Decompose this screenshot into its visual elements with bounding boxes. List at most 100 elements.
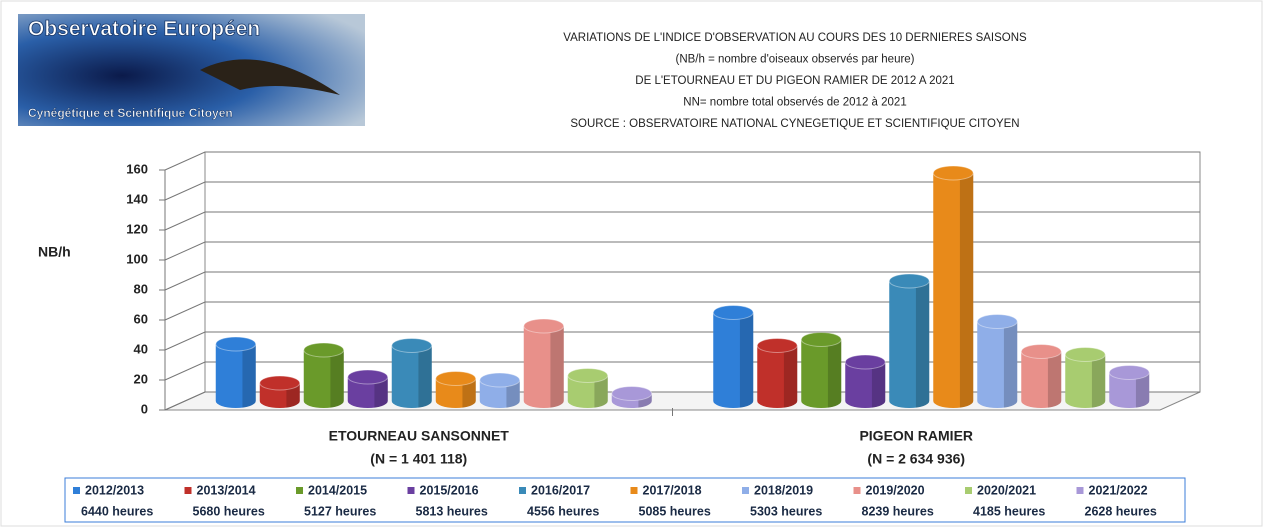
bar <box>479 372 521 409</box>
category-note: (N = 2 634 936) <box>867 451 965 467</box>
y-tick-label: 160 <box>126 161 148 176</box>
y-tick-label: 80 <box>134 281 148 296</box>
bar-shade <box>915 281 930 408</box>
bar <box>611 386 653 409</box>
legend-label: 2018/2019 <box>754 483 813 497</box>
legend-label: 2019/2020 <box>866 483 925 497</box>
bar-shade <box>1003 321 1018 408</box>
bar <box>1108 365 1150 409</box>
legend-hours: 4185 heures <box>973 504 1045 518</box>
legend-swatch <box>742 487 749 494</box>
bar-top <box>800 332 842 347</box>
y-axis-label: NB/h <box>38 244 71 260</box>
legend-hours: 5813 heures <box>416 504 488 518</box>
legend-hours: 8239 heures <box>862 504 934 518</box>
legend-label: 2014/2015 <box>308 483 367 497</box>
bar-top <box>391 338 433 353</box>
bar-shade <box>374 377 388 408</box>
bar-top <box>303 342 345 358</box>
bar-body <box>347 377 388 409</box>
y-tick-label: 0 <box>141 401 148 416</box>
legend-swatch <box>407 487 415 494</box>
legend-label: 2013/2014 <box>197 483 256 497</box>
y-tick-label: 100 <box>126 251 148 266</box>
bar <box>259 375 301 409</box>
legend-hours: 5127 heures <box>304 504 376 518</box>
legend-swatch <box>296 487 303 494</box>
chart-title: NN= nombre total observés de 2012 à 2021 <box>683 97 906 109</box>
category-label: PIGEON RAMIER <box>859 428 973 444</box>
bar-shade <box>871 362 886 408</box>
bar-top <box>756 338 798 353</box>
grid-line <box>164 181 1200 201</box>
bar <box>215 336 257 409</box>
bar-shade <box>418 345 432 408</box>
bar-shade <box>330 350 344 408</box>
bar <box>712 305 754 409</box>
bar <box>435 371 477 409</box>
logo-title: Observatoire Européen <box>28 18 260 41</box>
y-tick-label: 120 <box>126 221 148 236</box>
chart-title: VARIATIONS DE L'INDICE D'OBSERVATION AU … <box>563 32 1027 44</box>
grid-line <box>164 211 1200 231</box>
bar-body <box>523 326 564 409</box>
grid-line <box>164 151 1200 171</box>
bar-body <box>1021 351 1062 409</box>
legend-box <box>64 477 1186 523</box>
bar-body <box>713 312 754 409</box>
legend-label: 2021/2022 <box>1089 483 1148 497</box>
chart-title: DE L'ETOURNEAU ET DU PIGEON RAMIER DE 20… <box>635 75 954 87</box>
bar-body <box>1109 372 1150 409</box>
bar-body <box>801 339 842 409</box>
bar <box>567 368 609 409</box>
legend-label: 2020/2021 <box>977 483 1036 497</box>
bar-top <box>523 318 565 334</box>
bar-top <box>1064 347 1106 362</box>
legend-swatch <box>853 487 861 494</box>
legend-hours: 5085 heures <box>639 504 711 518</box>
bar-top <box>844 354 886 370</box>
grid-line <box>164 271 1200 291</box>
bar <box>1064 347 1106 409</box>
bar-body <box>933 173 974 409</box>
bar-body <box>977 321 1018 409</box>
bar-top <box>347 369 389 385</box>
bar-shade <box>550 326 564 408</box>
bar-shade <box>462 378 476 408</box>
bar-body <box>479 380 520 409</box>
bar-shade <box>286 383 300 408</box>
bar-body <box>757 345 798 409</box>
bar-shade <box>739 312 754 408</box>
bar-top <box>259 375 301 391</box>
bar <box>523 318 565 409</box>
legend-hours: 5303 heures <box>750 504 822 518</box>
bar-top <box>567 368 609 383</box>
grid-line <box>164 331 1200 351</box>
logo <box>18 14 365 126</box>
chart-title: (NB/h = nombre d'oiseaux observés par he… <box>675 54 914 66</box>
y-tick-label: 140 <box>126 191 148 206</box>
category-note: (N = 1 401 118) <box>370 451 467 467</box>
legend-label: 2012/2013 <box>85 483 144 497</box>
bar-top <box>1020 344 1062 359</box>
grid-line <box>164 241 1200 261</box>
legend-hours: 5680 heures <box>193 504 265 518</box>
bar <box>347 369 389 409</box>
bar <box>1020 344 1062 409</box>
logo-bird <box>200 59 340 95</box>
bar <box>932 165 974 409</box>
bar-body <box>435 378 476 409</box>
bar-shade <box>506 380 520 408</box>
legend-swatch <box>519 487 526 494</box>
bar <box>976 314 1018 409</box>
legend-label: 2017/2018 <box>643 483 702 497</box>
bar-body <box>391 345 432 409</box>
bar-shade <box>827 339 842 408</box>
bar <box>844 354 886 409</box>
bar <box>888 273 930 409</box>
y-tick-label: 60 <box>134 311 148 326</box>
bar-shade <box>1047 351 1062 408</box>
legend-swatch <box>965 487 972 494</box>
